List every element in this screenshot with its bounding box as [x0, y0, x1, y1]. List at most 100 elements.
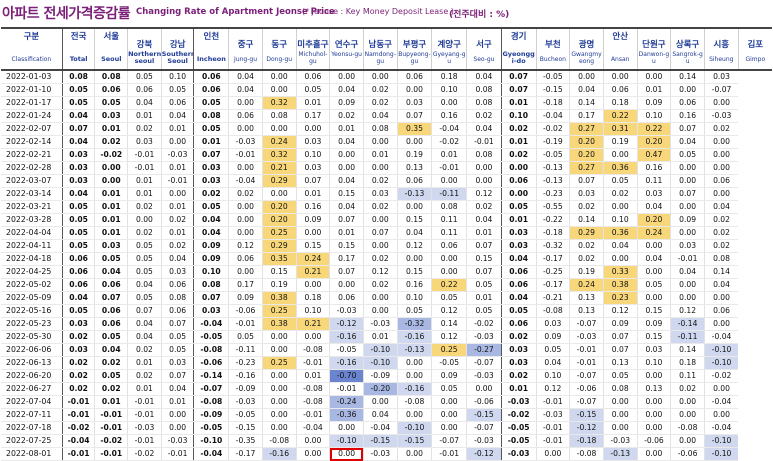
cell-gyeonggi-do: -0.03 [500, 395, 536, 409]
cell-sangrok-gu: -0.01 [670, 252, 705, 266]
cell-northern-seoul: 0.04 [127, 330, 162, 344]
cell-gyeonggi-do: -0.03 [500, 447, 536, 461]
table-row: 2022-02-28 0.03 0.00 -0.01 0.01 0.03 0.00 0.21 0… [1, 161, 772, 175]
cell-gwangmyeong: -0.15 [569, 408, 604, 422]
cell-namdong-gu: 0.00 [362, 135, 398, 149]
cell-seo-gu: -0.03 [466, 434, 502, 448]
cell-total: 0.03 [61, 317, 95, 331]
cell-ansan: 0.33 [602, 265, 638, 279]
cell-jung-gu: 0.00 [228, 161, 263, 175]
cell-siheung: 0.04 [703, 278, 739, 292]
cell-northern-seoul: 0.02 [127, 343, 162, 357]
cell-total: -0.01 [61, 395, 95, 409]
row-date: 2022-05-02 [1, 278, 63, 292]
cell-seoul: 0.04 [94, 265, 128, 279]
cell-siheung: 0.02 [703, 213, 739, 227]
cell-total: 0.06 [61, 265, 95, 279]
cell-dong-gu: 0.25 [261, 356, 297, 370]
cell-seo-gu: 0.04 [466, 213, 502, 227]
cell-gyeyang-gu: 0.05 [431, 382, 467, 396]
cell-northern-seoul: 0.05 [127, 291, 162, 305]
cell-seoul: 0.01 [94, 122, 128, 136]
cell-gwangmyeong: 0.14 [569, 213, 604, 227]
table-row: 2022-01-17 0.05 0.05 0.04 0.06 0.05 0.00 0.32 0.… [1, 96, 772, 110]
cell-dong-gu: 0.21 [261, 161, 297, 175]
cell-namdong-gu: 0.07 [362, 226, 398, 240]
cell-seoul: 0.05 [94, 330, 128, 344]
cell-seoul: 0.05 [94, 369, 128, 383]
cell-southern-seoul: 0.00 [160, 187, 194, 201]
cell-southern-seoul: 0.01 [160, 395, 194, 409]
cell-seoul: 0.06 [94, 304, 128, 318]
cell-michuhol-gu: 0.01 [295, 369, 330, 383]
cell-gwangmyeong: 0.27 [569, 122, 604, 136]
cell-yeonsu-gu: 0.00 [329, 447, 364, 461]
cell-jung-gu: 0.00 [228, 122, 263, 136]
col-header-dong-gu: 동구 Dong-gu [261, 27, 297, 71]
row-date: 2022-02-14 [1, 135, 63, 149]
row-date: 2022-07-04 [1, 395, 63, 409]
cell-northern-seoul: 0.03 [127, 135, 162, 149]
cell-incheon: 0.04 [193, 226, 229, 240]
cell-dong-gu: 0.00 [261, 369, 297, 383]
cell-seoul: 0.01 [94, 187, 128, 201]
cell-total: 0.04 [61, 109, 95, 123]
cell-seo-gu: -0.15 [466, 408, 502, 422]
col-header-gyeyang-gu: 계양구 Gyeyang-gu [431, 27, 467, 71]
cell-ansan: 0.12 [602, 304, 638, 318]
cell-gyeonggi-do: 0.06 [500, 317, 536, 331]
cell-total: 0.05 [61, 96, 95, 110]
cell-michuhol-gu: 0.01 [295, 96, 330, 110]
cell-southern-seoul: 0.01 [160, 161, 194, 175]
cell-northern-seoul: 0.01 [127, 187, 162, 201]
cell-gyeyang-gu: 0.00 [431, 174, 467, 188]
cell-bucheon: -0.25 [535, 265, 570, 279]
table-row: 2022-03-07 0.03 0.00 0.01 -0.01 0.03 -0.04 0.29… [1, 174, 772, 188]
cell-jung-gu: -0.06 [228, 304, 263, 318]
cell-jung-gu: 0.06 [228, 252, 263, 266]
cell-jung-gu: 0.04 [228, 70, 263, 84]
table-row: 2022-03-28 0.05 0.01 0.00 0.02 0.04 0.00 0.20 0.… [1, 213, 772, 227]
cell-sangrok-gu: 0.00 [670, 200, 705, 214]
cell-sangrok-gu: 0.00 [670, 161, 705, 175]
cell-southern-seoul: 0.06 [160, 278, 194, 292]
cell-northern-seoul: 0.00 [127, 213, 162, 227]
table-row: 2022-07-04 -0.01 0.01 -0.01 0.01 -0.08 -0.03 0.… [1, 395, 772, 409]
table-row: 2022-06-13 0.02 0.02 0.01 0.03 -0.06 -0.23 0.25… [1, 356, 772, 370]
col-header-northern-seoul: 강북 Northern seoul [127, 27, 162, 71]
col-header-incheon: 인천 Incheon [193, 27, 229, 71]
cell-gyeonggi-do: 0.06 [500, 278, 536, 292]
row-date: 2022-03-14 [1, 187, 63, 201]
cell-gyeonggi-do: -0.05 [500, 421, 536, 435]
cell-gyeonggi-do: 0.02 [500, 148, 536, 162]
cell-namdong-gu: 0.00 [362, 161, 398, 175]
cell-gwangmyeong: 0.27 [569, 161, 604, 175]
cell-ansan: 0.02 [602, 187, 638, 201]
col-header-gwangmyeong: 광명 Gwangmyeong [569, 27, 604, 71]
cell-seoul: -0.02 [94, 148, 128, 162]
cell-gwangmyeong: -0.01 [569, 356, 604, 370]
cell-gyeonggi-do: 0.01 [500, 96, 536, 110]
cell-gyeyang-gu: 0.00 [431, 265, 467, 279]
cell-total: -0.04 [61, 434, 95, 448]
cell-incheon: 0.10 [193, 265, 229, 279]
table-row: 2022-05-09 0.04 0.07 0.05 0.08 0.07 0.09 0.38 0.… [1, 291, 772, 305]
cell-gwangmyeong: 0.04 [569, 83, 604, 97]
cell-bupyeong-gu: -0.08 [396, 395, 432, 409]
cell-incheon: 0.07 [193, 148, 229, 162]
cell-jung-gu: -0.23 [228, 356, 263, 370]
row-date: 2022-03-21 [1, 200, 63, 214]
cell-southern-seoul: 0.02 [160, 213, 194, 227]
cell-southern-seoul: 0.06 [160, 96, 194, 110]
cell-sangrok-gu: 0.00 [670, 278, 705, 292]
cell-dong-gu: 0.29 [261, 239, 297, 253]
cell-jung-gu: -0.04 [228, 174, 263, 188]
cell-seoul: 0.01 [94, 213, 128, 227]
cell-michuhol-gu: -0.01 [295, 356, 330, 370]
table-row: 2022-02-21 0.03 -0.02 -0.01 -0.03 0.07 -0.01 0.… [1, 148, 772, 162]
cell-yeonsu-gu: -0.24 [329, 395, 364, 409]
cell-siheung: -0.04 [703, 330, 739, 344]
cell-bupyeong-gu: 0.10 [396, 291, 432, 305]
cell-ansan: 0.19 [602, 135, 638, 149]
cell-jung-gu: -0.01 [228, 148, 263, 162]
